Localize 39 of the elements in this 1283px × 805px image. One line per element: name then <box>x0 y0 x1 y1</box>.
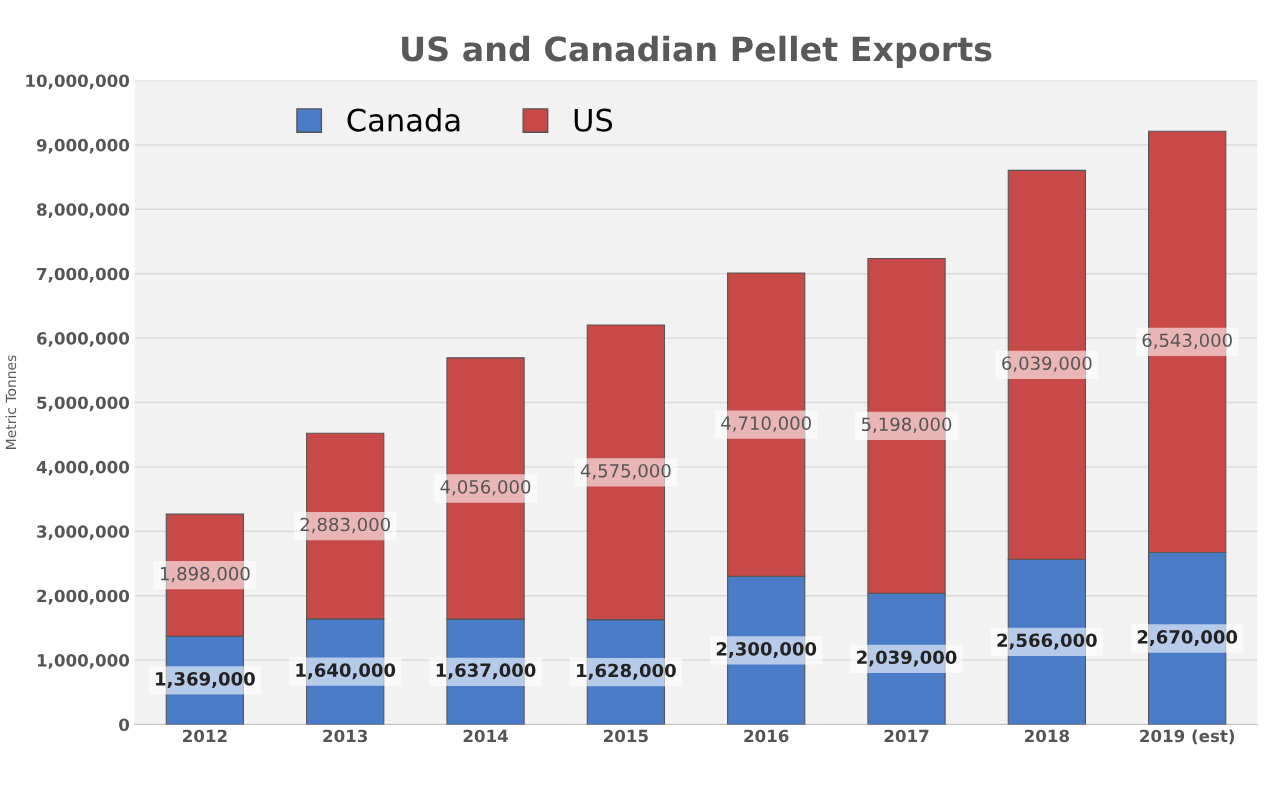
x-tick-label: 2017 <box>884 729 929 743</box>
y-tick-label: 2,000,000 <box>37 589 130 605</box>
chart-title: US and Canadian Pellet Exports <box>402 35 992 68</box>
data-label: 6,039,000 <box>1002 356 1092 372</box>
data-label: 1,898,000 <box>160 566 250 583</box>
legend-label: Canada <box>347 108 460 132</box>
x-tick-label: 2012 <box>183 729 227 743</box>
data-label: 5,198,000 <box>861 417 952 433</box>
data-label: 1,369,000 <box>156 672 255 688</box>
data-label: 1,637,000 <box>436 663 536 680</box>
data-label: 2,039,000 <box>857 650 957 667</box>
x-tick-label: 2014 <box>463 729 508 743</box>
data-label: 2,670,000 <box>1137 630 1238 647</box>
y-tick-label: 5,000,000 <box>37 396 130 412</box>
y-tick-label: 10,000,000 <box>26 74 130 90</box>
data-label: 4,710,000 <box>721 416 811 432</box>
y-tick-label: 8,000,000 <box>37 203 130 218</box>
data-label: 2,566,000 <box>997 633 1097 650</box>
x-tick-label: 2019 (est) <box>1140 729 1235 745</box>
y-tick-label: 0 <box>119 718 130 732</box>
data-label: 1,628,000 <box>577 663 676 680</box>
legend-label: US <box>574 108 613 132</box>
data-label: 6,543,000 <box>1142 333 1232 349</box>
y-tick-label: 4,000,000 <box>36 460 130 476</box>
y-tick-label: 9,000,000 <box>36 138 130 154</box>
data-label: 4,056,000 <box>440 480 531 496</box>
y-tick-label: 3,000,000 <box>37 525 130 540</box>
data-label: 4,575,000 <box>580 463 671 480</box>
x-tick-label: 2015 <box>603 729 648 743</box>
data-label: 2,883,000 <box>300 517 390 534</box>
y-tick-label: 1,000,000 <box>37 654 130 669</box>
y-tick-label: 6,000,000 <box>37 332 130 347</box>
x-tick-label: 2018 <box>1024 729 1070 743</box>
data-label: 2,300,000 <box>716 642 817 658</box>
x-tick-label: 2013 <box>323 729 368 743</box>
data-label: 1,640,000 <box>296 663 396 680</box>
x-tick-label: 2016 <box>744 729 789 743</box>
y-tick-label: 7,000,000 <box>37 267 130 283</box>
y-axis-title: Metric Tonnes <box>5 355 17 449</box>
